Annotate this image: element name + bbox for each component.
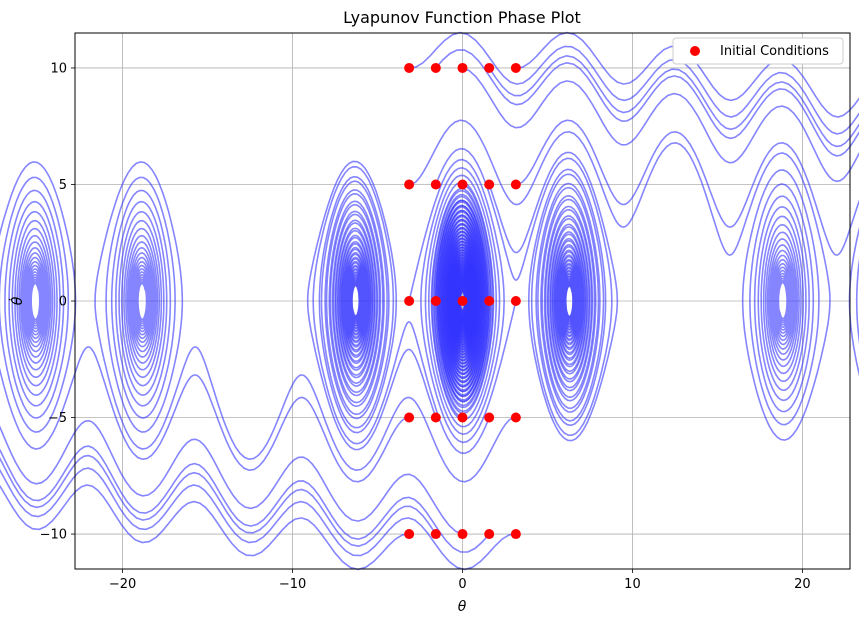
initial-condition-point xyxy=(457,412,468,423)
initial-condition-point xyxy=(510,62,521,73)
trajectory-line xyxy=(94,161,517,483)
trajectory-line xyxy=(312,165,490,455)
x-tick-label: 0 xyxy=(458,577,466,592)
initial-condition-point xyxy=(510,529,521,540)
trajectory-line xyxy=(408,119,831,441)
y-tick-label: −10 xyxy=(40,528,67,543)
initial-condition-point xyxy=(484,412,495,423)
initial-condition-point xyxy=(430,179,441,190)
y-tick-label: 5 xyxy=(59,178,67,193)
initial-condition-point xyxy=(457,62,468,73)
initial-condition-point xyxy=(404,296,415,306)
legend: Initial Conditions xyxy=(672,37,844,65)
y-tick-label: 10 xyxy=(50,61,67,76)
x-tick-label: −10 xyxy=(279,577,306,592)
initial-condition-point xyxy=(510,412,521,423)
trajectory-line xyxy=(431,189,492,419)
initial-condition-point xyxy=(404,62,415,73)
legend-marker-initial-conditions xyxy=(690,46,700,56)
trajectory-line xyxy=(0,419,463,535)
initial-condition-point xyxy=(484,529,495,540)
trajectories xyxy=(0,31,859,571)
x-tick-label: 10 xyxy=(624,577,641,592)
trajectory-line xyxy=(435,49,859,157)
initial-condition-point xyxy=(430,412,441,423)
legend-box xyxy=(672,37,844,65)
y-tick-label: −5 xyxy=(48,411,67,426)
x-axis-label: θ xyxy=(458,599,467,615)
x-tick-label: −20 xyxy=(109,577,136,592)
initial-condition-point xyxy=(404,179,415,190)
initial-condition-point xyxy=(484,179,495,190)
trajectory-line xyxy=(488,151,619,442)
x-tick-label: 20 xyxy=(794,577,811,592)
initial-condition-point xyxy=(430,62,441,73)
initial-condition-point xyxy=(484,296,495,306)
legend-label-initial-conditions: Initial Conditions xyxy=(720,44,829,59)
initial-condition-point xyxy=(404,529,415,540)
axis-ticks: −20 −10 0 10 20 −10 −5 0 5 10 xyxy=(40,61,811,592)
initial-condition-point xyxy=(484,62,495,73)
initial-condition-markers xyxy=(404,62,521,540)
initial-condition-point xyxy=(430,529,441,540)
chart-title: Lyapunov Function Phase Plot xyxy=(343,8,581,27)
initial-condition-point xyxy=(430,296,441,306)
initial-condition-point xyxy=(404,412,415,423)
trajectory-line xyxy=(0,161,410,483)
y-tick-label: 0 xyxy=(59,295,67,310)
initial-condition-point xyxy=(510,296,521,306)
initial-condition-point xyxy=(457,179,468,190)
initial-condition-point xyxy=(457,529,468,540)
initial-condition-point xyxy=(510,179,521,190)
initial-condition-point xyxy=(457,296,468,306)
y-axis-label: θ̇ xyxy=(8,296,26,305)
